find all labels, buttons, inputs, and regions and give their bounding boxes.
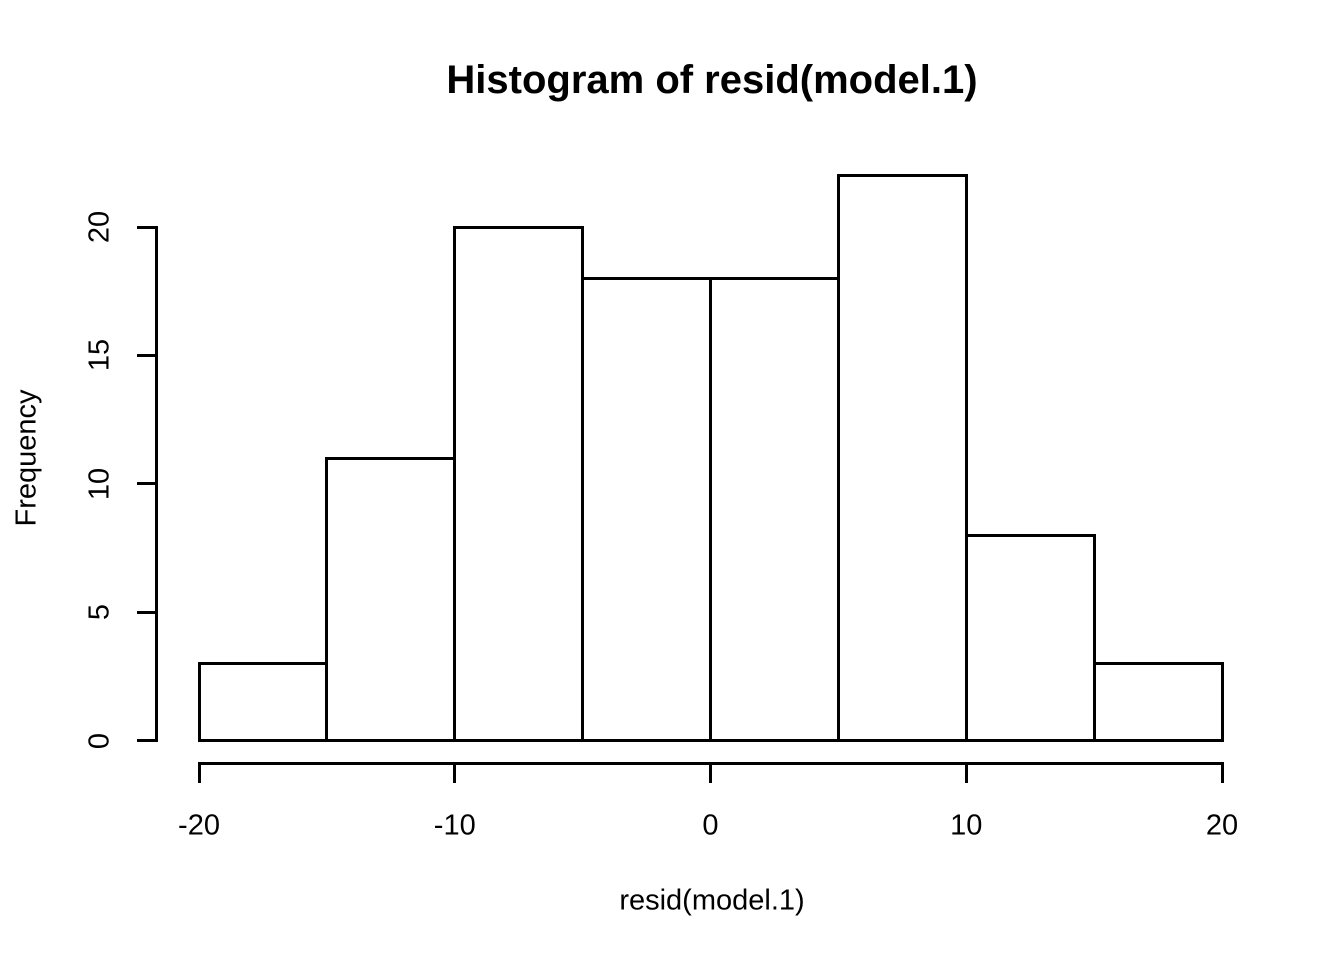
x-tick-label: -20	[178, 809, 220, 842]
y-tick-mark	[137, 482, 158, 486]
y-axis-title: Frequency	[10, 389, 43, 527]
y-tick-label: 0	[83, 732, 116, 749]
y-tick-label: 15	[83, 339, 116, 372]
bars-baseline	[197, 739, 1224, 742]
y-tick-mark	[137, 610, 158, 614]
x-tick-label: 20	[1205, 809, 1239, 842]
histogram-bar	[836, 174, 968, 742]
x-tick-mark	[453, 762, 457, 783]
histogram-bar	[964, 533, 1096, 742]
x-tick-mark	[964, 762, 968, 783]
x-axis-title: resid(model.1)	[619, 884, 805, 917]
histogram-bar	[581, 276, 712, 742]
y-tick-label: 10	[83, 467, 116, 500]
y-tick-label: 20	[83, 210, 116, 244]
x-tick-label: 0	[702, 809, 719, 842]
x-tick-mark	[197, 762, 201, 783]
histogram-bar	[325, 456, 457, 742]
x-tick-mark	[1220, 762, 1224, 783]
x-tick-label: 10	[950, 809, 983, 842]
histogram-bar	[453, 225, 585, 742]
chart-title: Histogram of resid(model.1)	[446, 58, 978, 102]
y-tick-label: 5	[83, 604, 116, 621]
y-tick-mark	[137, 353, 158, 357]
histogram-bar	[197, 661, 329, 742]
x-tick-mark	[709, 762, 712, 783]
histogram-bar	[1092, 661, 1224, 742]
y-tick-mark	[137, 739, 158, 742]
y-tick-mark	[137, 225, 158, 229]
histogram-bar	[709, 276, 840, 742]
x-tick-label: -10	[433, 809, 476, 842]
